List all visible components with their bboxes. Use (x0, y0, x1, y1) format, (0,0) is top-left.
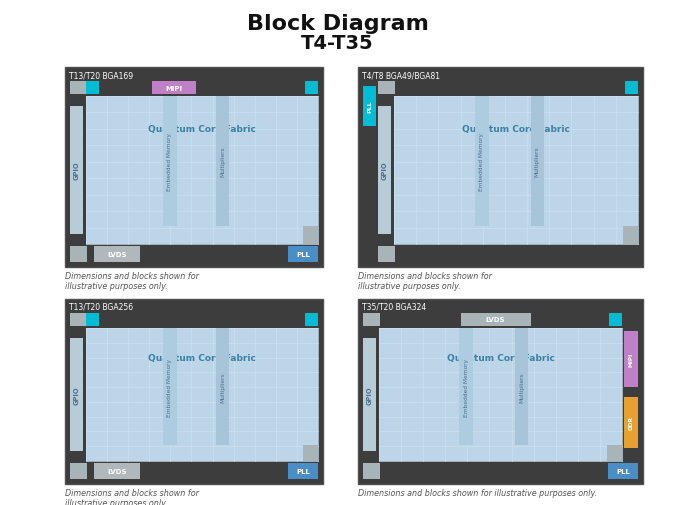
Bar (394, 97, 638, 244)
Text: Quantum Core Fabric: Quantum Core Fabric (447, 353, 554, 362)
Bar (363, 314, 380, 326)
Text: Dimensions and blocks shown for
illustrative purposes only.: Dimensions and blocks shown for illustra… (358, 272, 492, 291)
Text: T4/T8 BGA49/BGA81: T4/T8 BGA49/BGA81 (362, 71, 440, 80)
Bar (625, 82, 638, 95)
Text: Dimensions and blocks shown for illustrative purposes only.: Dimensions and blocks shown for illustra… (358, 488, 597, 497)
Text: Embedded Memory: Embedded Memory (167, 133, 172, 191)
Bar (70, 107, 83, 234)
Text: T13/T20 BGA169: T13/T20 BGA169 (69, 71, 133, 80)
Bar (70, 463, 87, 479)
Text: Block Diagram: Block Diagram (246, 14, 429, 34)
Text: DDR: DDR (628, 416, 634, 430)
Bar (459, 328, 473, 445)
Text: Embedded Memory: Embedded Memory (479, 133, 484, 191)
Bar (303, 445, 318, 461)
Text: GPIO: GPIO (381, 162, 387, 180)
Bar (70, 246, 87, 263)
Bar (163, 97, 177, 227)
Text: Embedded Memory: Embedded Memory (464, 358, 468, 416)
Bar (65, 68, 323, 268)
Bar (378, 246, 395, 263)
Text: Multipliers: Multipliers (535, 146, 539, 177)
Bar (515, 328, 528, 445)
Bar (379, 328, 622, 461)
Bar (363, 463, 380, 479)
Bar (70, 314, 87, 326)
Bar (216, 97, 229, 227)
Text: T4-T35: T4-T35 (301, 34, 374, 53)
Text: PLL: PLL (367, 100, 372, 113)
Text: Multipliers: Multipliers (519, 372, 524, 402)
Text: Dimensions and blocks shown for
illustrative purposes only.: Dimensions and blocks shown for illustra… (65, 488, 199, 505)
Bar (358, 68, 643, 268)
Text: MIPI: MIPI (165, 85, 182, 91)
Text: GPIO: GPIO (74, 162, 80, 180)
Bar (70, 82, 87, 95)
Bar (608, 463, 638, 479)
Bar (86, 82, 99, 95)
Bar (531, 97, 543, 227)
Bar (65, 299, 323, 484)
Bar (152, 82, 196, 95)
Bar (475, 97, 489, 227)
Text: LVDS: LVDS (107, 468, 127, 474)
Text: Multipliers: Multipliers (220, 372, 225, 402)
Text: Dimensions and blocks shown for
illustrative purposes only.: Dimensions and blocks shown for illustra… (65, 272, 199, 291)
Text: T35/T20 BGA324: T35/T20 BGA324 (362, 302, 426, 312)
Bar (609, 314, 622, 326)
Text: MIPI: MIPI (628, 352, 634, 366)
Bar (288, 246, 318, 263)
Bar (86, 328, 318, 461)
Bar (607, 445, 622, 461)
Text: PLL: PLL (296, 468, 310, 474)
Text: Quantum Core Fabric: Quantum Core Fabric (148, 125, 256, 134)
Bar (305, 82, 318, 95)
Bar (460, 314, 531, 326)
Bar (94, 463, 140, 479)
Bar (70, 338, 83, 451)
Bar (303, 227, 318, 244)
Bar (378, 82, 395, 95)
Text: LVDS: LVDS (486, 317, 506, 323)
Text: PLL: PLL (616, 468, 630, 474)
Bar (363, 338, 376, 451)
Text: GPIO: GPIO (367, 385, 373, 404)
Text: Quantum Core Fabric: Quantum Core Fabric (148, 353, 256, 362)
Bar (305, 314, 318, 326)
Text: PLL: PLL (296, 251, 310, 258)
Bar (358, 299, 643, 484)
Bar (86, 97, 318, 244)
Bar (363, 87, 376, 127)
Text: LVDS: LVDS (107, 251, 127, 258)
Bar (163, 328, 177, 445)
Bar (378, 107, 391, 234)
Bar (216, 328, 229, 445)
Text: Multipliers: Multipliers (220, 146, 225, 177)
Bar (623, 227, 638, 244)
Text: Embedded Memory: Embedded Memory (167, 358, 172, 416)
Bar (624, 331, 638, 387)
Bar (624, 397, 638, 448)
Bar (94, 246, 140, 263)
Text: T13/T20 BGA256: T13/T20 BGA256 (69, 302, 133, 312)
Text: GPIO: GPIO (74, 385, 80, 404)
Text: Quantum Core Fabric: Quantum Core Fabric (462, 125, 570, 134)
Bar (86, 314, 99, 326)
Bar (288, 463, 318, 479)
